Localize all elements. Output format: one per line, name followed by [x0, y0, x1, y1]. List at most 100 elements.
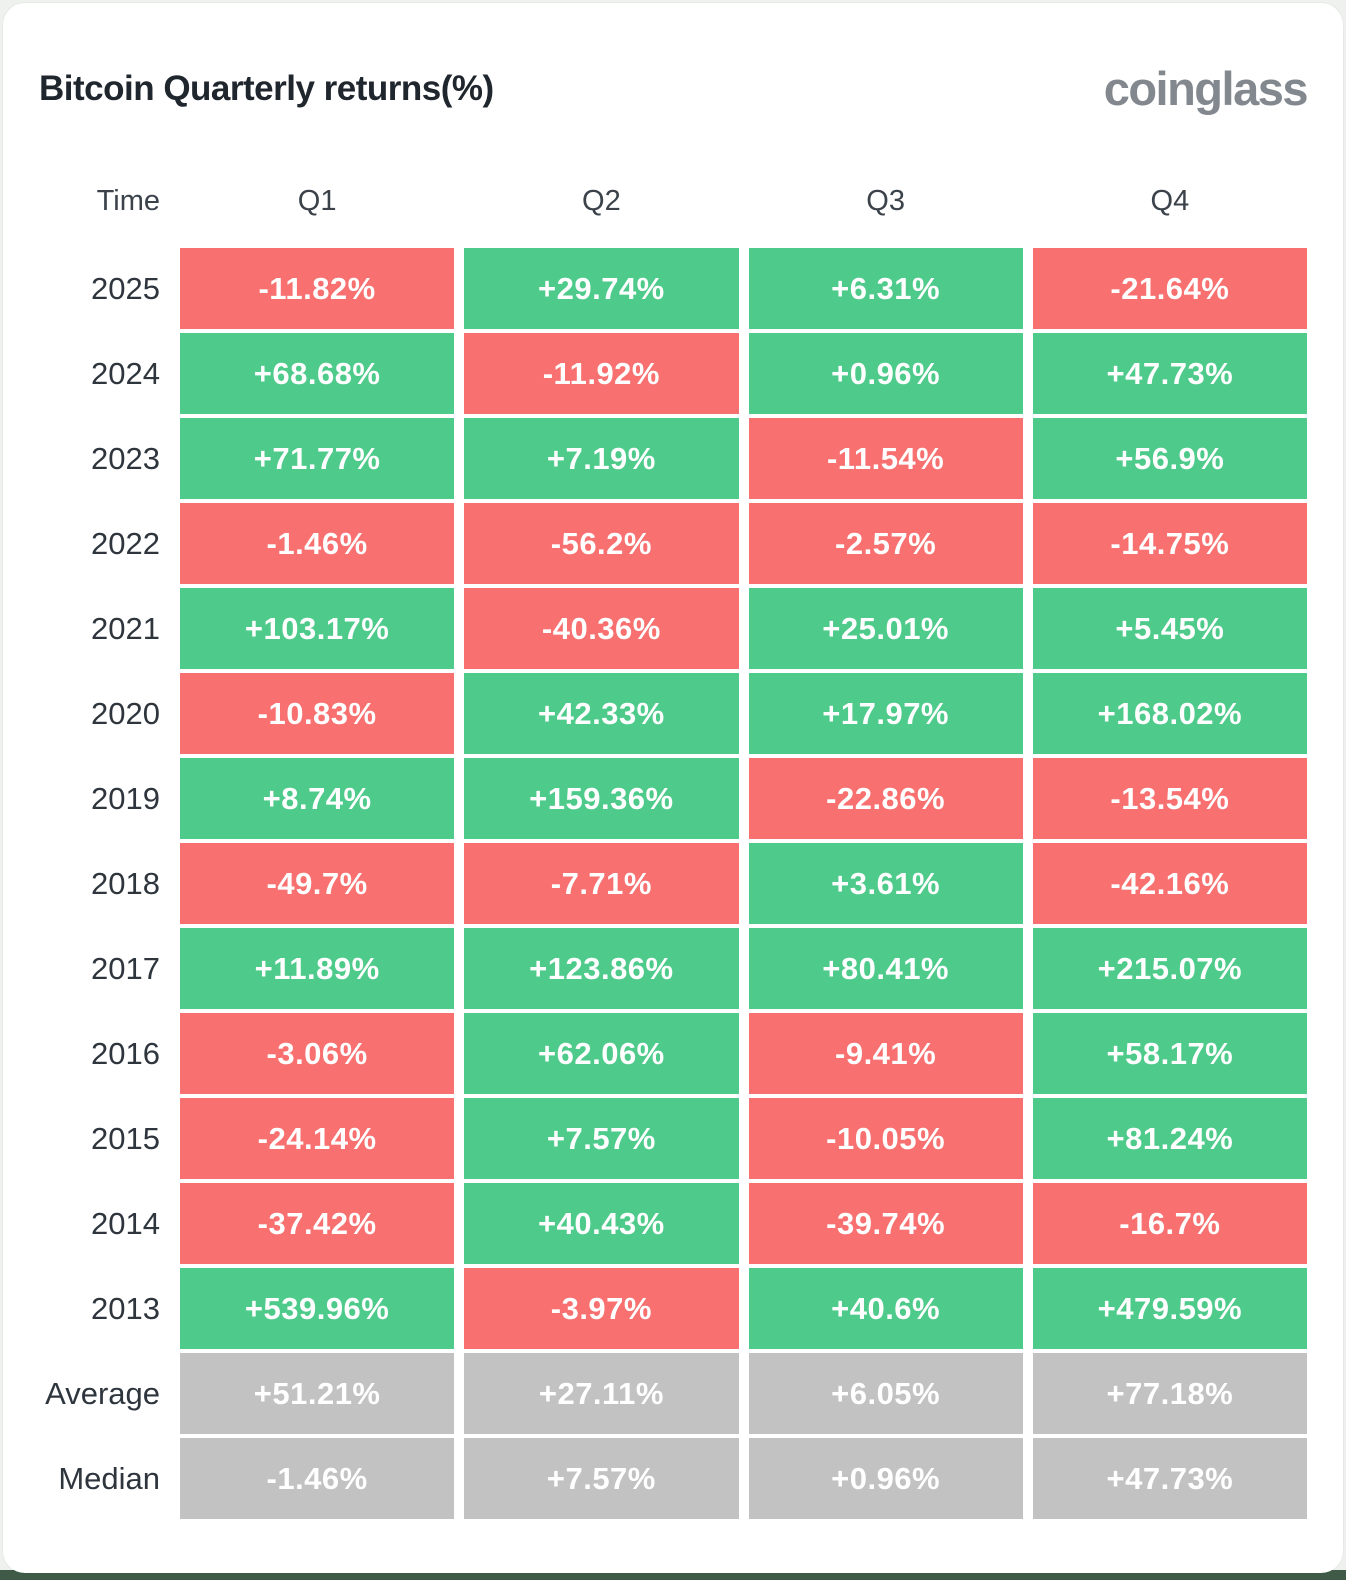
- return-cell: +40.6%: [748, 1268, 1023, 1349]
- return-cell: +51.21%: [180, 1353, 455, 1434]
- row-label: 2014: [91, 1205, 160, 1241]
- row-label: 2020: [91, 695, 160, 731]
- return-cell: +62.06%: [464, 1013, 739, 1094]
- return-cell: +71.77%: [180, 418, 455, 499]
- return-cell: +68.68%: [180, 333, 455, 414]
- table-row: 2022 -1.46% -56.2% -2.57% -14.75%: [39, 503, 1307, 584]
- column-header-q1: Q1: [297, 185, 337, 217]
- return-cell: -7.71%: [464, 843, 739, 924]
- table-row: 2025 -11.82% +29.74% +6.31% -21.64%: [39, 248, 1307, 329]
- table-row: 2015 -24.14% +7.57% -10.05% +81.24%: [39, 1098, 1307, 1179]
- row-label: Median: [58, 1460, 160, 1496]
- row-label: 2025: [91, 270, 160, 306]
- return-cell: +58.17%: [1032, 1013, 1307, 1094]
- return-cell: +7.57%: [464, 1438, 739, 1519]
- return-cell: +6.05%: [748, 1353, 1023, 1434]
- table-row: Average +51.21% +27.11% +6.05% +77.18%: [39, 1353, 1307, 1434]
- table-row: 2017 +11.89% +123.86% +80.41% +215.07%: [39, 928, 1307, 1009]
- card-header: Bitcoin Quarterly returns(%) coinglass: [39, 3, 1309, 115]
- row-label: 2019: [91, 780, 160, 816]
- return-cell: -13.54%: [1032, 758, 1307, 839]
- return-cell: +0.96%: [748, 333, 1023, 414]
- return-cell: -40.36%: [464, 588, 739, 669]
- return-cell: +215.07%: [1032, 928, 1307, 1009]
- table-row: Median -1.46% +7.57% +0.96% +47.73%: [39, 1438, 1307, 1519]
- table-row: 2016 -3.06% +62.06% -9.41% +58.17%: [39, 1013, 1307, 1094]
- page-title: Bitcoin Quarterly returns(%): [39, 68, 494, 108]
- return-cell: -9.41%: [748, 1013, 1023, 1094]
- return-cell: +80.41%: [748, 928, 1023, 1009]
- table-row: 2021 +103.17% -40.36% +25.01% +5.45%: [39, 588, 1307, 669]
- row-label: 2022: [91, 525, 160, 561]
- row-label: 2017: [91, 950, 160, 986]
- return-cell: +27.11%: [464, 1353, 739, 1434]
- return-cell: -37.42%: [180, 1183, 455, 1264]
- return-cell: -24.14%: [180, 1098, 455, 1179]
- return-cell: +168.02%: [1032, 673, 1307, 754]
- return-cell: +40.43%: [464, 1183, 739, 1264]
- return-cell: -1.46%: [180, 503, 455, 584]
- return-cell: +25.01%: [748, 588, 1023, 669]
- return-cell: -10.05%: [748, 1098, 1023, 1179]
- column-header-q4: Q4: [1150, 185, 1190, 217]
- return-cell: +6.31%: [748, 248, 1023, 329]
- return-cell: +0.96%: [748, 1438, 1023, 1519]
- return-cell: +103.17%: [180, 588, 455, 669]
- return-cell: -10.83%: [180, 673, 455, 754]
- row-label: Average: [45, 1375, 160, 1411]
- page-background-edge: [0, 1570, 1346, 1580]
- return-cell: +123.86%: [464, 928, 739, 1009]
- table-row: 2020 -10.83% +42.33% +17.97% +168.02%: [39, 673, 1307, 754]
- return-cell: +81.24%: [1032, 1098, 1307, 1179]
- return-cell: -14.75%: [1032, 503, 1307, 584]
- row-label: 2021: [91, 610, 160, 646]
- table-row: 2019 +8.74% +159.36% -22.86% -13.54%: [39, 758, 1307, 839]
- return-cell: +56.9%: [1032, 418, 1307, 499]
- return-cell: +17.97%: [748, 673, 1023, 754]
- return-cell: +5.45%: [1032, 588, 1307, 669]
- table-row: 2024 +68.68% -11.92% +0.96% +47.73%: [39, 333, 1307, 414]
- return-cell: +7.57%: [464, 1098, 739, 1179]
- return-cell: -21.64%: [1032, 248, 1307, 329]
- column-header-time: Time: [96, 185, 160, 217]
- row-label: 2023: [91, 440, 160, 476]
- return-cell: +47.73%: [1032, 1438, 1307, 1519]
- return-cell: -16.7%: [1032, 1183, 1307, 1264]
- return-cell: -11.54%: [748, 418, 1023, 499]
- table-row: 2014 -37.42% +40.43% -39.74% -16.7%: [39, 1183, 1307, 1264]
- row-label: 2015: [91, 1120, 160, 1156]
- column-header-q3: Q3: [866, 185, 905, 217]
- row-label: 2013: [91, 1290, 160, 1326]
- return-cell: +47.73%: [1032, 333, 1307, 414]
- table-header-row: Time Q1 Q2 Q3 Q4: [39, 184, 1307, 218]
- return-cell: +7.19%: [464, 418, 739, 499]
- return-cell: -39.74%: [748, 1183, 1023, 1264]
- table-row: 2018 -49.7% -7.71% +3.61% -42.16%: [39, 843, 1307, 924]
- row-label: 2024: [91, 355, 160, 391]
- return-cell: -3.97%: [464, 1268, 739, 1349]
- returns-card: Bitcoin Quarterly returns(%) coinglass T…: [3, 3, 1343, 1573]
- table-row: 2023 +71.77% +7.19% -11.54% +56.9%: [39, 418, 1307, 499]
- return-cell: +3.61%: [748, 843, 1023, 924]
- table-row: 2013 +539.96% -3.97% +40.6% +479.59%: [39, 1268, 1307, 1349]
- return-cell: +11.89%: [180, 928, 455, 1009]
- return-cell: -2.57%: [748, 503, 1023, 584]
- return-cell: -11.92%: [464, 333, 739, 414]
- return-cell: +8.74%: [180, 758, 455, 839]
- return-cell: +42.33%: [464, 673, 739, 754]
- row-label: 2016: [91, 1035, 160, 1071]
- return-cell: -3.06%: [180, 1013, 455, 1094]
- table-rows: 2025 -11.82% +29.74% +6.31% -21.64% 2024 +68.6…: [39, 248, 1307, 1519]
- row-label: 2018: [91, 865, 160, 901]
- return-cell: -42.16%: [1032, 843, 1307, 924]
- return-cell: +539.96%: [180, 1268, 455, 1349]
- return-cell: +159.36%: [464, 758, 739, 839]
- column-header-q2: Q2: [582, 185, 621, 217]
- return-cell: -11.82%: [180, 248, 455, 329]
- return-cell: +29.74%: [464, 248, 739, 329]
- return-cell: -22.86%: [748, 758, 1023, 839]
- return-cell: +77.18%: [1032, 1353, 1307, 1434]
- return-cell: -49.7%: [180, 843, 455, 924]
- coinglass-logo: coinglass: [1103, 62, 1309, 115]
- return-cell: +479.59%: [1032, 1268, 1307, 1349]
